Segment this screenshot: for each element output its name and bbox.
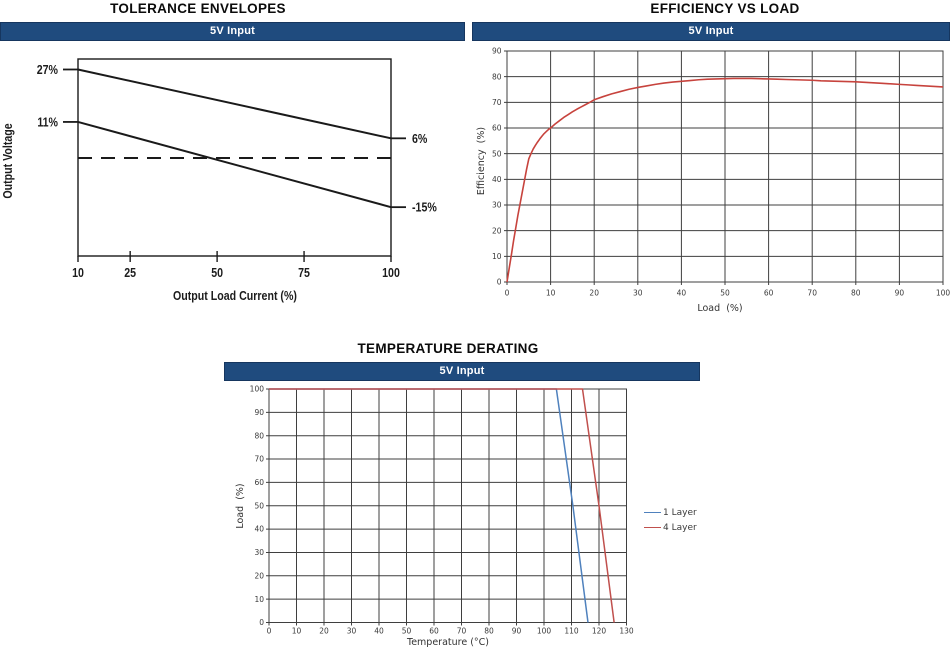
x-tick-label: 130: [619, 627, 634, 636]
y-tick-label: 50: [254, 501, 264, 510]
y-tick-label: 20: [254, 571, 264, 580]
x-tick-label: 40: [374, 627, 384, 636]
x-tick-label: 20: [589, 289, 599, 298]
y-tick-label: 50: [492, 149, 502, 158]
1-layer-label: 1 Layer: [663, 507, 697, 518]
y-tick-label: 60: [492, 124, 502, 133]
derating-banner-5v-input: 5V Input: [224, 362, 700, 381]
4-layer-label: 4 Layer: [663, 522, 697, 533]
x-tick-label: 30: [347, 627, 357, 636]
x-tick-label: 120: [592, 627, 607, 636]
y-tick-label: 10: [492, 252, 502, 261]
derating-x-axis-title: Temperature (°C): [407, 636, 489, 648]
x-tick-label: 50: [211, 266, 223, 280]
x-tick-label: 60: [764, 289, 774, 298]
tolerance-x-axis-title: Output Load Current (%): [173, 289, 297, 303]
legend-item-1-layer: 1 Layer: [644, 505, 697, 520]
x-tick-label: 110: [564, 627, 579, 636]
efficiency-chart-title: EFFICIENCY VS LOAD: [650, 1, 800, 16]
x-tick-label: 90: [512, 627, 522, 636]
x-tick-label: 30: [633, 289, 643, 298]
x-tick-label: 100: [382, 266, 400, 280]
series-efficiency: [506, 77, 944, 283]
x-tick-label: 0: [267, 627, 272, 636]
series-4-layer: [269, 388, 615, 623]
efficiency-vs-load-chart: EFFICIENCY VS LOAD 5V Input 0 10 20 30 40 50 6…: [472, 0, 950, 330]
y-tick-label: 90: [492, 47, 502, 56]
efficiency-y-axis-title: Efficiency (%): [475, 126, 487, 196]
y-tick-label: 70: [492, 98, 502, 107]
edge-label: 6%: [412, 132, 427, 146]
x-tick-label: 100: [936, 289, 950, 298]
series-upper-tolerance-limit: [77, 68, 392, 140]
y-tick-label: 80: [492, 72, 502, 81]
x-tick-label: 25: [124, 266, 136, 280]
x-tick-label: 80: [851, 289, 861, 298]
y-tick-label: 0: [497, 278, 502, 287]
1-layer-line-sample: [644, 512, 661, 513]
x-tick-label: 0: [505, 289, 510, 298]
edge-label: 11%: [37, 116, 58, 130]
x-tick-label: 10: [72, 266, 84, 280]
derating-plot-area: 0 10 20 30 40 50 60 70 80 90 100 110 120 130 0 10 20 30 40…: [250, 385, 634, 636]
edge-label: -15%: [412, 201, 437, 215]
y-tick-label: 0: [259, 618, 264, 627]
x-tick-label: 100: [537, 627, 552, 636]
efficiency-plot-area: 0 10 20 30 40 50 60 70 80 90 100 0 10 20 30 40 50 60 70 80 9…: [492, 47, 950, 298]
y-tick-label: 10: [254, 595, 264, 604]
tolerance-chart-title: TOLERANCE ENVELOPES: [110, 1, 286, 16]
edge-label: 27%: [37, 63, 58, 77]
y-tick-label: 90: [254, 408, 264, 417]
derating-legend: 1 Layer 4 Layer: [644, 505, 697, 535]
x-tick-label: 60: [429, 627, 439, 636]
y-tick-label: 40: [492, 175, 502, 184]
y-tick-label: 40: [254, 525, 264, 534]
x-tick-label: 75: [298, 266, 310, 280]
plot-frame: [506, 50, 944, 283]
y-tick-label: 30: [254, 548, 264, 557]
legend-item-4-layer: 4 Layer: [644, 520, 697, 535]
x-tick-label: 80: [484, 627, 494, 636]
x-tick-label: 10: [292, 627, 302, 636]
y-tick-label: 80: [254, 431, 264, 440]
derating-chart-title: TEMPERATURE DERATING: [357, 341, 539, 356]
tolerance-envelopes-chart: TOLERANCE ENVELOPES 5V Input 10 25 50 75 100…: [0, 0, 470, 330]
tolerance-banner-5v-input: 5V Input: [0, 22, 465, 41]
temperature-derating-chart: TEMPERATURE DERATING 5V Input 0 10 20 30 40 5…: [180, 335, 770, 650]
y-tick-label: 20: [492, 226, 502, 235]
efficiency-x-axis-title: Load (%): [697, 302, 743, 314]
tolerance-plot-area: 10 25 50 75 100 27% 11% 6% -15%: [37, 58, 437, 280]
x-tick-label: 70: [457, 627, 467, 636]
x-tick-label: 50: [720, 289, 730, 298]
y-tick-label: 70: [254, 455, 264, 464]
x-tick-label: 20: [319, 627, 329, 636]
y-tick-label: 100: [250, 385, 265, 394]
x-tick-label: 40: [677, 289, 687, 298]
x-tick-label: 50: [402, 627, 412, 636]
derating-y-axis-title: Load (%): [234, 483, 246, 529]
y-tick-label: 30: [492, 201, 502, 210]
x-tick-label: 70: [807, 289, 817, 298]
tolerance-y-axis-title: Output Voltage: [1, 123, 15, 199]
4-layer-line-sample: [644, 527, 661, 528]
efficiency-banner-5v-input: 5V Input: [472, 22, 950, 41]
x-tick-label: 10: [546, 289, 556, 298]
y-tick-label: 60: [254, 478, 264, 487]
x-tick-label: 90: [895, 289, 905, 298]
series-lower-tolerance-limit: [77, 120, 392, 209]
